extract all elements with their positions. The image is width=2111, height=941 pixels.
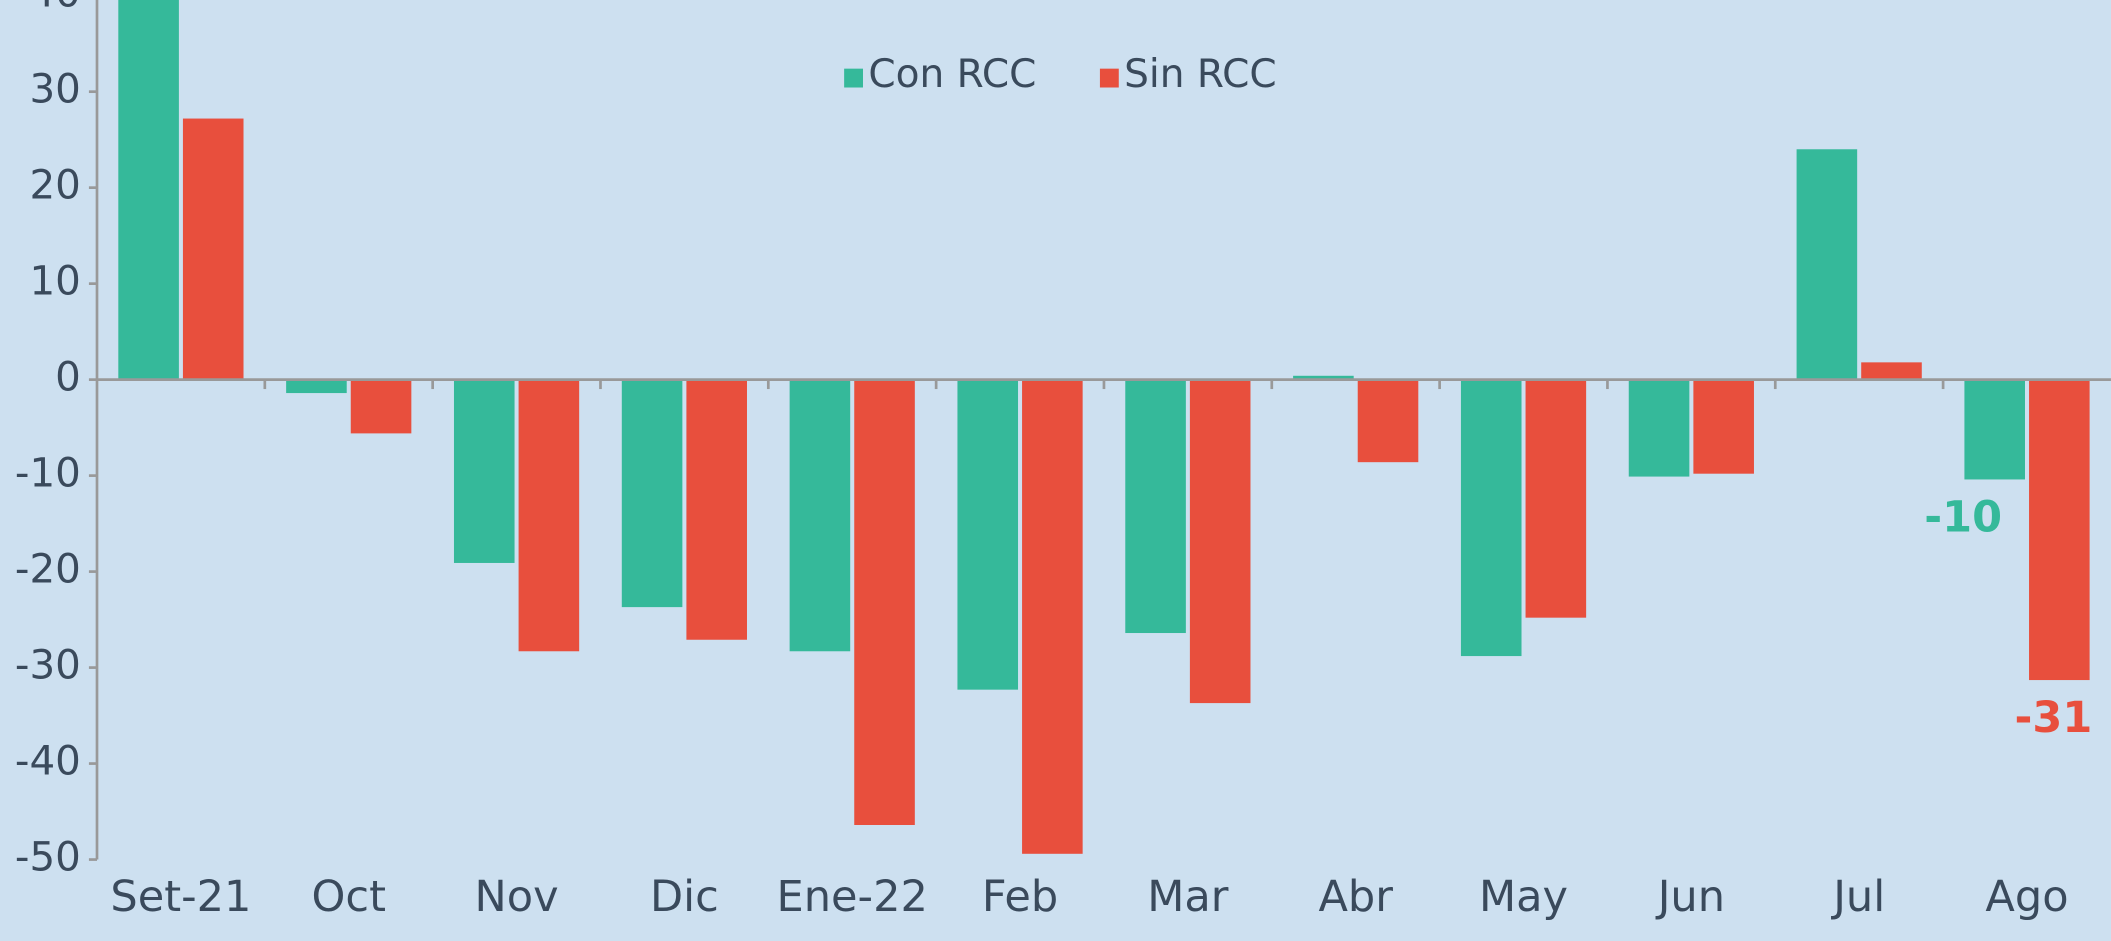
x-tick-label: Oct bbox=[312, 872, 386, 922]
bar bbox=[1357, 379, 1419, 463]
bar bbox=[957, 379, 1019, 690]
bar bbox=[518, 379, 580, 652]
x-tick-label: May bbox=[1479, 872, 1568, 922]
bar bbox=[118, 0, 179, 380]
bar bbox=[286, 379, 347, 394]
x-tick-label: Feb bbox=[982, 872, 1058, 922]
y-tick-label: 10 bbox=[29, 258, 80, 305]
legend-swatch bbox=[844, 68, 863, 88]
bar bbox=[854, 379, 915, 825]
bar bbox=[1693, 379, 1754, 474]
y-tick-label: -50 bbox=[15, 834, 81, 881]
legend-label: Sin RCC bbox=[1124, 52, 1276, 97]
bar bbox=[686, 379, 747, 640]
bar bbox=[621, 379, 683, 608]
x-tick-label: Jun bbox=[1655, 872, 1725, 922]
bar bbox=[1022, 379, 1083, 854]
y-tick-label: 40 bbox=[29, 0, 80, 17]
bar bbox=[789, 379, 851, 652]
x-tick-label: Set-21 bbox=[110, 872, 251, 922]
x-tick-label: Dic bbox=[650, 872, 719, 922]
data-label: -31 bbox=[2014, 693, 2092, 743]
x-tick-label: Mar bbox=[1147, 872, 1229, 922]
x-tick-label: Jul bbox=[1830, 872, 1885, 922]
bar bbox=[1796, 149, 1858, 380]
x-tick-label: Nov bbox=[475, 872, 559, 922]
bar bbox=[1125, 379, 1186, 634]
bar bbox=[1293, 375, 1354, 380]
x-tick-label: Ago bbox=[1985, 872, 2068, 922]
y-tick-label: -10 bbox=[15, 450, 81, 497]
bar bbox=[1460, 379, 1522, 657]
bar bbox=[350, 379, 412, 434]
y-tick-label: -40 bbox=[15, 738, 81, 785]
data-label: -10 bbox=[1924, 492, 2002, 542]
bar bbox=[182, 118, 244, 380]
bar bbox=[1628, 379, 1690, 477]
x-tick-label: Ene-22 bbox=[777, 872, 928, 922]
y-tick-label: -20 bbox=[15, 546, 81, 593]
bar bbox=[1189, 379, 1251, 704]
bar bbox=[1964, 379, 2025, 480]
legend-label: Con RCC bbox=[868, 52, 1036, 97]
bar bbox=[2029, 379, 2090, 681]
bar bbox=[1861, 362, 1922, 380]
y-tick-label: 0 bbox=[55, 354, 81, 401]
y-tick-label: 20 bbox=[29, 162, 80, 209]
bar bbox=[1525, 379, 1587, 618]
legend-swatch bbox=[1099, 68, 1119, 88]
x-tick-label: Abr bbox=[1318, 872, 1393, 922]
y-tick-label: 30 bbox=[29, 66, 80, 113]
y-tick-label: -30 bbox=[15, 642, 81, 689]
bar bbox=[453, 379, 515, 563]
